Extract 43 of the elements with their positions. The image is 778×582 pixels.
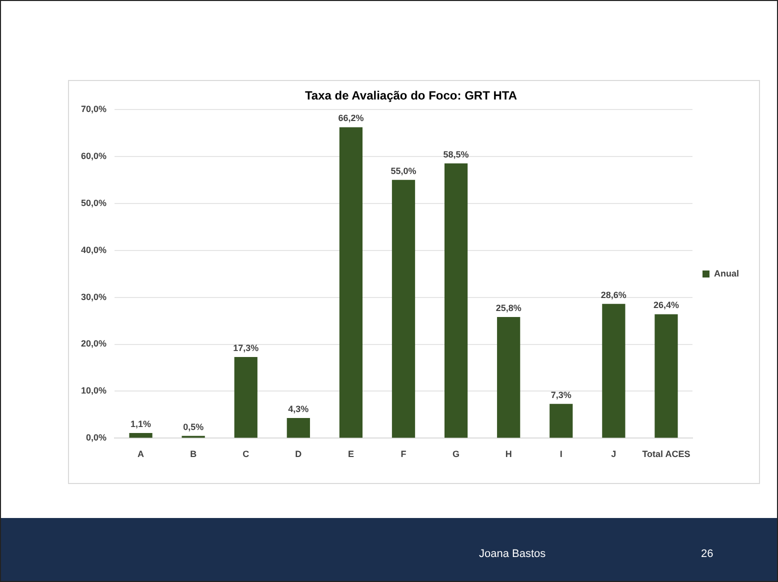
footer-panel: Joana Bastos 26 bbox=[1, 518, 777, 581]
x-tick-label: I bbox=[560, 449, 562, 460]
x-tick-label: B bbox=[190, 449, 198, 460]
data-label: 0,5% bbox=[183, 422, 204, 432]
x-tick-label: G bbox=[452, 449, 460, 460]
bar bbox=[602, 304, 626, 438]
y-tick-label: 10,0% bbox=[80, 386, 107, 396]
bar bbox=[129, 433, 152, 438]
bar bbox=[444, 163, 468, 438]
bar bbox=[286, 418, 310, 438]
data-label: 1,1% bbox=[130, 419, 152, 430]
y-tick-label: 40,0% bbox=[80, 244, 107, 255]
x-tick-label: D bbox=[295, 449, 302, 460]
y-tick-label: 50,0% bbox=[80, 198, 107, 208]
x-tick-label: E bbox=[348, 449, 354, 460]
data-label: 4,3% bbox=[288, 404, 309, 414]
bar bbox=[550, 404, 573, 438]
data-label: 7,3% bbox=[550, 390, 572, 400]
data-label: 28,6% bbox=[600, 290, 626, 300]
data-label: 17,3% bbox=[233, 342, 259, 353]
bar bbox=[392, 180, 416, 438]
data-label: 26,4% bbox=[653, 300, 679, 310]
x-tick-label: C bbox=[242, 449, 250, 460]
bar bbox=[234, 356, 258, 438]
y-tick-label: 70,0% bbox=[80, 104, 107, 114]
bar bbox=[654, 314, 678, 438]
data-label: 25,8% bbox=[496, 303, 522, 313]
data-label: 58,5% bbox=[443, 149, 469, 160]
y-tick-label: 60,0% bbox=[80, 150, 107, 161]
y-tick-label: 20,0% bbox=[80, 338, 107, 349]
data-label: 55,0% bbox=[390, 166, 416, 176]
x-tick-label: A bbox=[138, 449, 145, 460]
bar bbox=[339, 127, 363, 438]
bar bbox=[497, 317, 520, 438]
y-tick-label: 0,0% bbox=[86, 432, 107, 443]
x-tick-label: Total ACES bbox=[642, 449, 690, 460]
x-tick-label: H bbox=[505, 449, 512, 460]
data-label: 66,2% bbox=[338, 113, 364, 124]
legend-label: Anual bbox=[714, 268, 740, 278]
chart-title: Taxa de Avaliação do Foco: GRT HTA bbox=[304, 88, 518, 103]
y-tick-label: 30,0% bbox=[80, 292, 107, 302]
x-tick-label: F bbox=[400, 449, 407, 460]
x-tick-label: J bbox=[611, 449, 616, 460]
